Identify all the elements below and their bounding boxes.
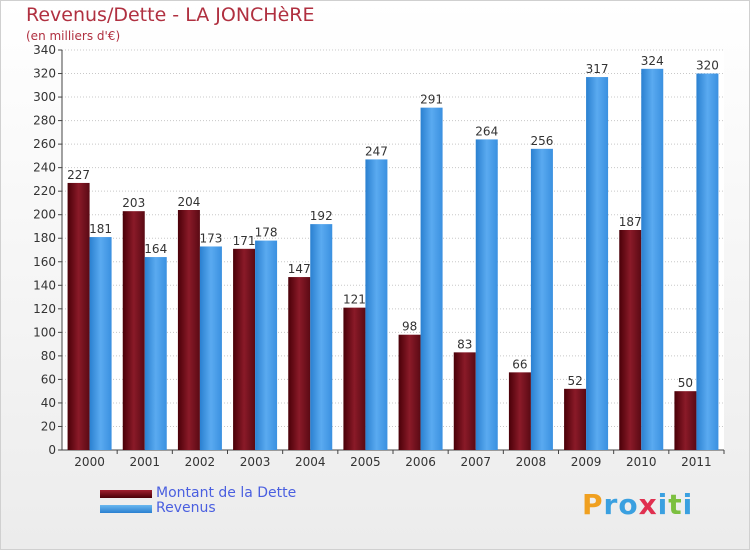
bar-dette	[343, 307, 366, 450]
y-tick-label: 100	[33, 325, 56, 339]
data-label-dette: 50	[678, 376, 693, 390]
logo-letter: P	[582, 488, 604, 521]
y-tick-label: 20	[41, 419, 56, 433]
plot-area	[62, 50, 724, 450]
bar-revenus	[641, 68, 664, 450]
bar-revenus	[144, 257, 167, 450]
bar-revenus	[586, 77, 609, 450]
x-tick-label: 2011	[681, 455, 712, 469]
y-tick-label: 140	[33, 278, 56, 292]
data-label-dette: 98	[402, 320, 417, 334]
y-tick-label: 280	[33, 114, 56, 128]
x-tick-label: 2006	[405, 455, 436, 469]
data-label-revenus: 264	[475, 124, 498, 138]
data-label-revenus: 164	[144, 242, 167, 256]
data-label-dette: 147	[288, 262, 311, 276]
bar-revenus	[696, 73, 719, 450]
legend-label-revenus: Revenus	[156, 500, 216, 516]
y-tick-label: 160	[33, 255, 56, 269]
logo-letter: r	[603, 488, 619, 521]
data-label-revenus: 181	[89, 222, 112, 236]
logo-letter: o	[618, 488, 639, 521]
bar-revenus	[255, 240, 278, 450]
data-label-revenus: 317	[586, 62, 609, 76]
x-tick-label: 2001	[129, 455, 160, 469]
x-tick-label: 2003	[240, 455, 271, 469]
data-label-revenus: 173	[199, 231, 222, 245]
legend-label-dette: Montant de la Dette	[156, 485, 297, 501]
data-label-dette: 203	[122, 196, 145, 210]
data-label-dette: 204	[177, 195, 200, 209]
y-tick-label: 120	[33, 302, 56, 316]
bar-dette	[177, 210, 200, 450]
legend-swatch-dette	[100, 490, 152, 498]
bar-revenus	[530, 148, 553, 450]
bar-revenus	[475, 139, 498, 451]
data-label-revenus: 291	[420, 93, 443, 107]
data-label-dette: 227	[67, 168, 90, 182]
y-tick-label: 180	[33, 231, 56, 245]
logo-letter: x	[638, 488, 658, 521]
y-tick-label: 240	[33, 161, 56, 175]
bar-dette	[564, 388, 587, 450]
bar-revenus	[89, 237, 112, 450]
bar-revenus	[365, 159, 388, 451]
bar-dette	[619, 230, 642, 450]
data-label-dette: 187	[619, 215, 642, 229]
data-label-dette: 52	[567, 374, 582, 388]
y-tick-label: 200	[33, 208, 56, 222]
y-tick-label: 220	[33, 184, 56, 198]
y-tick-label: 340	[33, 43, 56, 57]
data-label-revenus: 247	[365, 144, 388, 158]
x-tick-label: 2004	[295, 455, 326, 469]
bar-dette	[288, 277, 311, 450]
bar-dette	[453, 352, 476, 450]
y-tick-label: 320	[33, 67, 56, 81]
x-tick-label: 2009	[571, 455, 602, 469]
y-tick-label: 260	[33, 137, 56, 151]
x-tick-label: 2005	[350, 455, 381, 469]
y-tick-label: 60	[41, 372, 56, 386]
data-label-dette: 83	[457, 337, 472, 351]
x-tick-label: 2002	[185, 455, 216, 469]
bar-dette	[233, 248, 256, 450]
data-label-dette: 171	[233, 234, 256, 248]
data-label-revenus: 320	[696, 59, 719, 73]
y-tick-label: 80	[41, 349, 56, 363]
x-tick-label: 2008	[516, 455, 547, 469]
data-label-revenus: 256	[530, 134, 553, 148]
y-tick-label: 40	[41, 396, 56, 410]
data-label-revenus: 324	[641, 54, 664, 68]
logo-letter: i	[682, 488, 694, 521]
bar-dette	[674, 391, 697, 450]
x-tick-label: 2010	[626, 455, 657, 469]
proxiti-logo: Proxiti	[582, 488, 693, 521]
data-label-revenus: 178	[255, 226, 278, 240]
x-tick-label: 2007	[460, 455, 491, 469]
logo-letter: i	[657, 488, 669, 521]
bar-dette	[508, 372, 531, 450]
logo-letter: t	[668, 488, 683, 521]
data-label-dette: 66	[512, 357, 527, 371]
bar-dette	[398, 334, 421, 450]
chart-subtitle: (en milliers d'€)	[26, 29, 121, 43]
bar-revenus	[310, 224, 333, 450]
x-tick-label: 2000	[74, 455, 105, 469]
bar-dette	[67, 182, 90, 451]
data-label-revenus: 192	[310, 209, 333, 223]
y-tick-label: 300	[33, 90, 56, 104]
legend-swatch-revenus	[100, 505, 152, 513]
data-label-dette: 121	[343, 293, 366, 307]
y-tick-label: 0	[48, 443, 56, 457]
bar-dette	[122, 211, 145, 450]
bar-revenus	[420, 107, 443, 450]
chart-title: Revenus/Dette - LA JONCHèRE	[26, 4, 315, 26]
bar-revenus	[199, 246, 222, 450]
